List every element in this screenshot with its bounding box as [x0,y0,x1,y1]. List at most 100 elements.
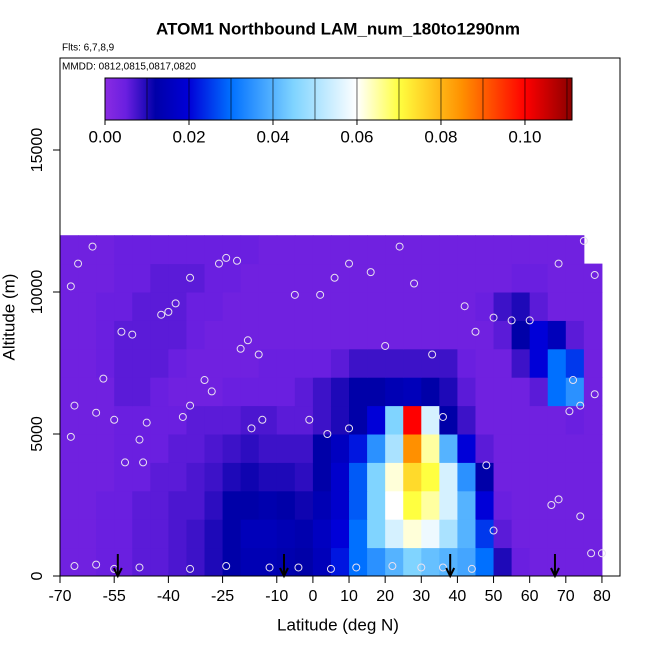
sample-point [330,273,339,282]
heat-cell [186,434,206,463]
sample-point [254,350,263,359]
heat-cell [493,547,513,577]
heat-cell [222,292,242,321]
heat-cell [439,235,458,265]
heat-cell [222,462,242,492]
heat-cell [529,235,549,265]
heat-cell [403,490,422,520]
heat-cell [204,377,224,407]
colorbar [104,77,573,121]
heat-cell [439,292,458,321]
sample-point [66,432,75,441]
colorbar-tick-label: 0.00 [88,127,121,146]
sample-point [265,563,274,572]
heat-cell [511,235,531,265]
heat-cell [96,434,115,463]
sample-point [366,268,375,277]
heat-cell [547,490,567,520]
heat-cell [312,462,332,492]
heat-cell [276,434,296,463]
sample-point [576,401,585,410]
heat-cell [565,519,585,549]
heat-cell [132,320,151,350]
heat-cell [439,490,458,520]
heat-cell [367,434,386,463]
sample-point [247,424,256,433]
heat-cell [349,519,368,549]
heat-cell [186,490,206,520]
heat-cell [276,462,296,492]
heat-cell [330,462,350,492]
heat-cell [114,263,133,293]
heat-cell [547,263,567,293]
heat-cell [493,320,513,350]
heat-cell [294,348,314,378]
heat-cell [529,348,549,378]
heat-cell [367,547,386,577]
heat-cell [60,235,79,265]
heat-cell [475,377,495,407]
sample-point [471,327,480,336]
heat-cell [276,263,296,293]
heat-cell [547,519,567,549]
heat-cell [60,320,79,350]
heat-cell [367,377,386,407]
heat-cell [150,490,169,520]
x-tick-label: 70 [557,588,575,605]
heat-cell [403,519,422,549]
heat-cell [511,320,531,350]
heat-cell [330,490,350,520]
sample-point [200,376,209,385]
sample-point [352,563,361,572]
sample-point [428,350,437,359]
sample-point [345,424,354,433]
heat-cell [204,519,224,549]
heat-cell [132,462,151,492]
heat-cell [132,348,151,378]
heat-cell [421,462,440,492]
heat-cell [96,235,115,265]
heat-cell [186,377,206,407]
heat-cell [204,235,224,265]
heat-cell [511,292,531,321]
heat-cell [493,377,513,407]
heat-cell [349,348,368,378]
heat-cell [475,434,495,463]
heat-cell [258,434,278,463]
heat-cell [547,292,567,321]
heat-cell [403,547,422,577]
colorbar-tick-label: 0.06 [340,127,373,146]
heat-cell [204,490,224,520]
heat-cell [367,292,386,321]
heat-cell [457,292,476,321]
heat-cell [330,348,350,378]
heat-cell [457,348,476,378]
x-axis-label: Latitude (deg N) [277,615,399,634]
heat-cell [222,519,242,549]
heat-cell [150,547,169,577]
heat-cell [349,320,368,350]
heat-cell [367,405,386,435]
sample-point [482,461,491,470]
x-tick-label: 40 [449,588,467,605]
heat-cell [240,519,260,549]
heat-cell [114,348,133,378]
heat-cell [78,405,97,435]
heat-cell [240,235,260,265]
heat-cell [96,405,115,435]
heat-cell [186,462,206,492]
heat-cell [96,519,115,549]
heat-cell [511,490,531,520]
heat-cell [132,235,151,265]
heat-cell [367,462,386,492]
x-tick-label: 0 [308,588,317,605]
heat-cell [475,292,495,321]
heat-cell [78,263,97,293]
heat-cell [60,348,79,378]
heat-cell [204,547,224,577]
sample-point [547,501,556,510]
heat-cell [385,320,404,350]
heat-cell [258,292,278,321]
heat-cell [222,377,242,407]
heat-cell [475,235,495,265]
